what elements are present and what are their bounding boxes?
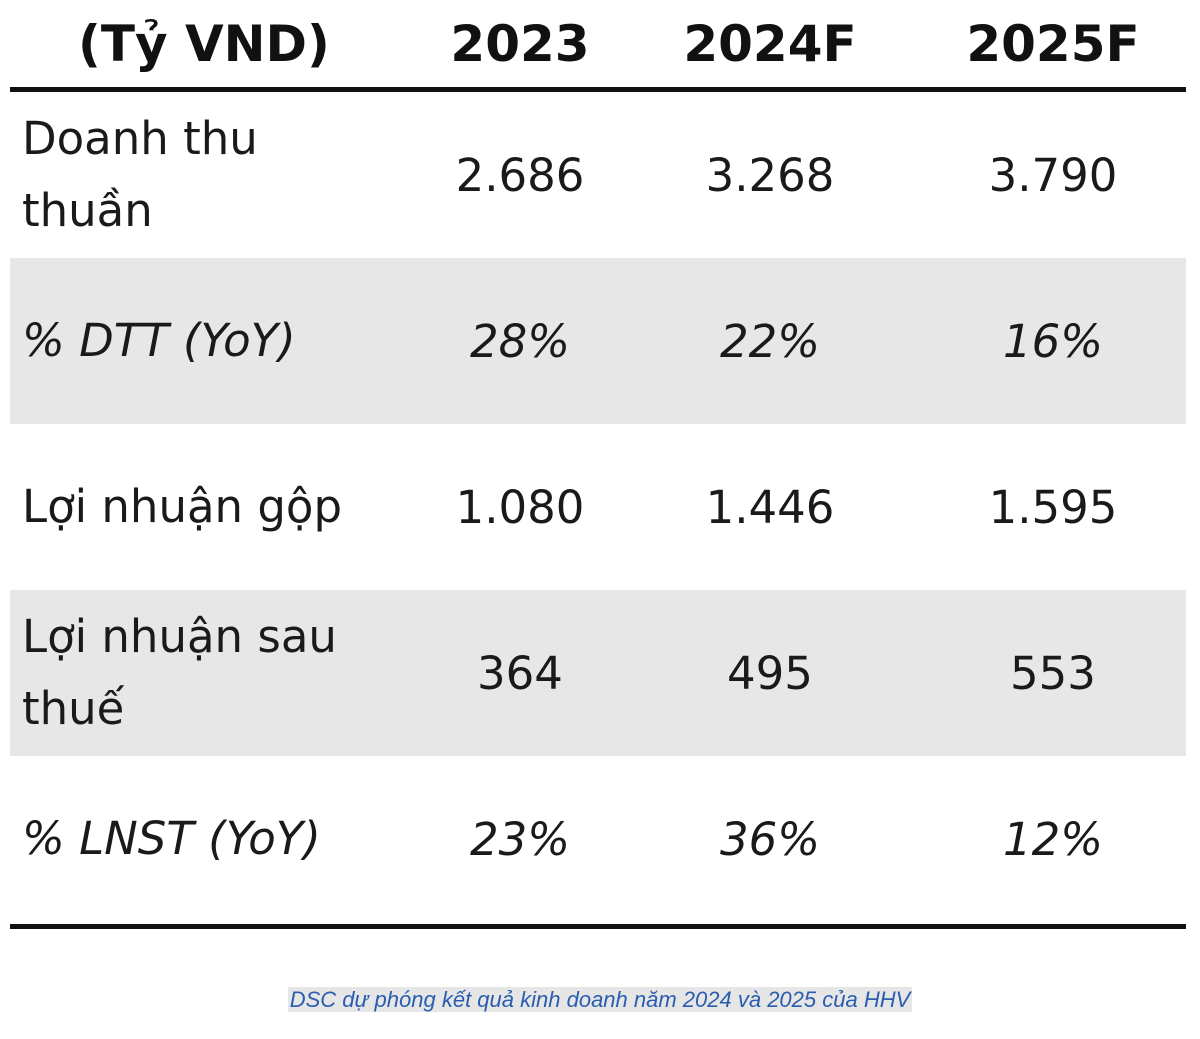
revenue-growth-2023: 28% — [469, 314, 571, 368]
table-row-profit-growth: % LNST (YoY) 23% 36% 12% — [10, 756, 1186, 922]
row-label-line: thuế — [22, 682, 125, 735]
profit-growth-2023: 23% — [469, 812, 571, 866]
net-profit-2024f: 495 — [727, 646, 813, 700]
row-label-gross-profit: Lợi nhuận gộp — [22, 480, 343, 533]
row-label-net-profit: Lợi nhuận sau thuế — [10, 601, 420, 745]
net-profit-2025f: 553 — [1010, 646, 1096, 700]
row-label-net-revenue: Doanh thu thuần — [10, 103, 420, 247]
figure-caption: DSC dự phóng kết quả kinh doanh năm 2024… — [0, 985, 1200, 1015]
row-label-profit-growth: % LNST (YoY) — [22, 812, 321, 865]
header-year-2024f: 2024F — [683, 14, 857, 73]
table-header-row: (Tỷ VND) 2023 2024F 2025F — [10, 0, 1186, 92]
gross-profit-2024f: 1.446 — [705, 480, 835, 534]
table-row-net-profit: Lợi nhuận sau thuế 364 495 553 — [10, 590, 1186, 756]
table-bottom-rule — [10, 924, 1186, 929]
table-row-net-revenue: Doanh thu thuần 2.686 3.268 3.790 — [10, 92, 1186, 258]
net-revenue-2023: 2.686 — [455, 148, 585, 202]
header-year-2023: 2023 — [450, 14, 590, 73]
financial-table: (Tỷ VND) 2023 2024F 2025F Doanh thu thuầ… — [10, 0, 1186, 922]
row-label-line: Doanh thu — [22, 112, 258, 165]
caption-text: DSC dự phóng kết quả kinh doanh năm 2024… — [287, 987, 913, 1012]
row-label-line: thuần — [22, 184, 153, 237]
table-row-gross-profit: Lợi nhuận gộp 1.080 1.446 1.595 — [10, 424, 1186, 590]
gross-profit-2025f: 1.595 — [988, 480, 1118, 534]
profit-growth-2024f: 36% — [719, 812, 821, 866]
revenue-growth-2025f: 16% — [1002, 314, 1104, 368]
revenue-growth-2024f: 22% — [719, 314, 821, 368]
header-unit: (Tỷ VND) — [78, 14, 330, 73]
net-revenue-2024f: 3.268 — [705, 148, 835, 202]
table-row-revenue-growth: % DTT (YoY) 28% 22% 16% — [10, 258, 1186, 424]
profit-growth-2025f: 12% — [1002, 812, 1104, 866]
gross-profit-2023: 1.080 — [455, 480, 585, 534]
net-profit-2023: 364 — [477, 646, 563, 700]
net-revenue-2025f: 3.790 — [988, 148, 1118, 202]
row-label-line: Lợi nhuận sau — [22, 610, 337, 663]
row-label-revenue-growth: % DTT (YoY) — [22, 314, 296, 367]
header-year-2025f: 2025F — [966, 14, 1140, 73]
